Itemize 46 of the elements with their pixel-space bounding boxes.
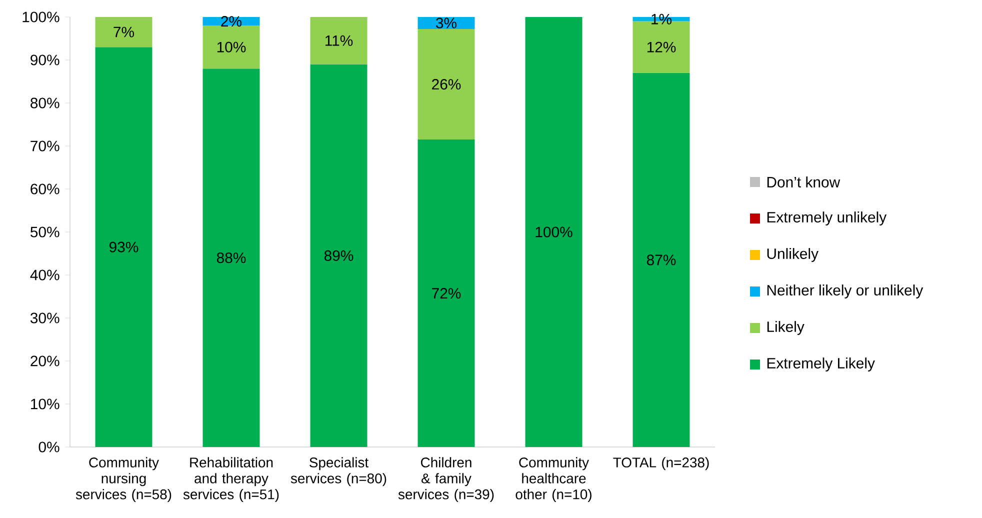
x-tick-label: Children & family services (n=39) (398, 457, 494, 502)
y-tick-label: 30% (30, 312, 60, 324)
x-tick-label: Community nursing services (n=58) (76, 457, 172, 502)
y-tick-label: 40% (30, 270, 60, 280)
data-label: 12% (647, 42, 676, 52)
bar (632, 72, 690, 447)
y-tick-label: 50% (30, 226, 60, 238)
legend-label: Extremely Likely (767, 358, 875, 372)
bar (310, 16, 368, 64)
y-tick-label: 100% (22, 12, 60, 22)
bar (418, 140, 475, 447)
data-label: 11% (325, 35, 353, 46)
data-label: 10% (217, 42, 246, 52)
legend-label: Likely (767, 321, 804, 335)
data-label: 87% (646, 254, 676, 266)
y-tick-label: 70% (30, 140, 60, 152)
bar (202, 26, 260, 69)
x-tick-label: Rehabilitation and therapy services (n=51) (183, 457, 279, 502)
y-tick-label: 10% (31, 398, 60, 410)
bar (95, 47, 152, 447)
bar (418, 29, 475, 140)
y-tick-label: 20% (30, 356, 60, 366)
data-label: 93% (110, 242, 138, 252)
bar (202, 68, 260, 447)
y-tick-label: 90% (30, 54, 60, 66)
data-label: 26% (432, 78, 461, 90)
legend-label: Unlikely (767, 248, 818, 262)
legend-label: Don’t know (767, 176, 840, 188)
x-tick-label: Specialist services (n=80) (290, 457, 386, 486)
y-tick-label: 0% (38, 442, 60, 452)
x-tick-label: TOTAL (n=238) (613, 457, 709, 470)
data-label: 72% (432, 288, 461, 299)
data-label: 2% (221, 16, 242, 27)
data-label: 89% (324, 250, 354, 261)
bar (310, 64, 368, 447)
data-label: 7% (114, 26, 134, 38)
legend-label: Neither likely or unlikely (767, 284, 924, 298)
data-label: 100% (536, 226, 572, 238)
bar (525, 16, 582, 447)
legend-label: Extremely unlikely (767, 212, 887, 226)
data-label: 88% (216, 252, 246, 264)
bar (95, 16, 152, 48)
data-label: 3% (436, 18, 457, 28)
x-tick-label: Community healthcare other (n=10) (516, 457, 592, 502)
y-tick-label: 80% (30, 98, 60, 108)
y-tick-label: 60% (30, 184, 60, 194)
